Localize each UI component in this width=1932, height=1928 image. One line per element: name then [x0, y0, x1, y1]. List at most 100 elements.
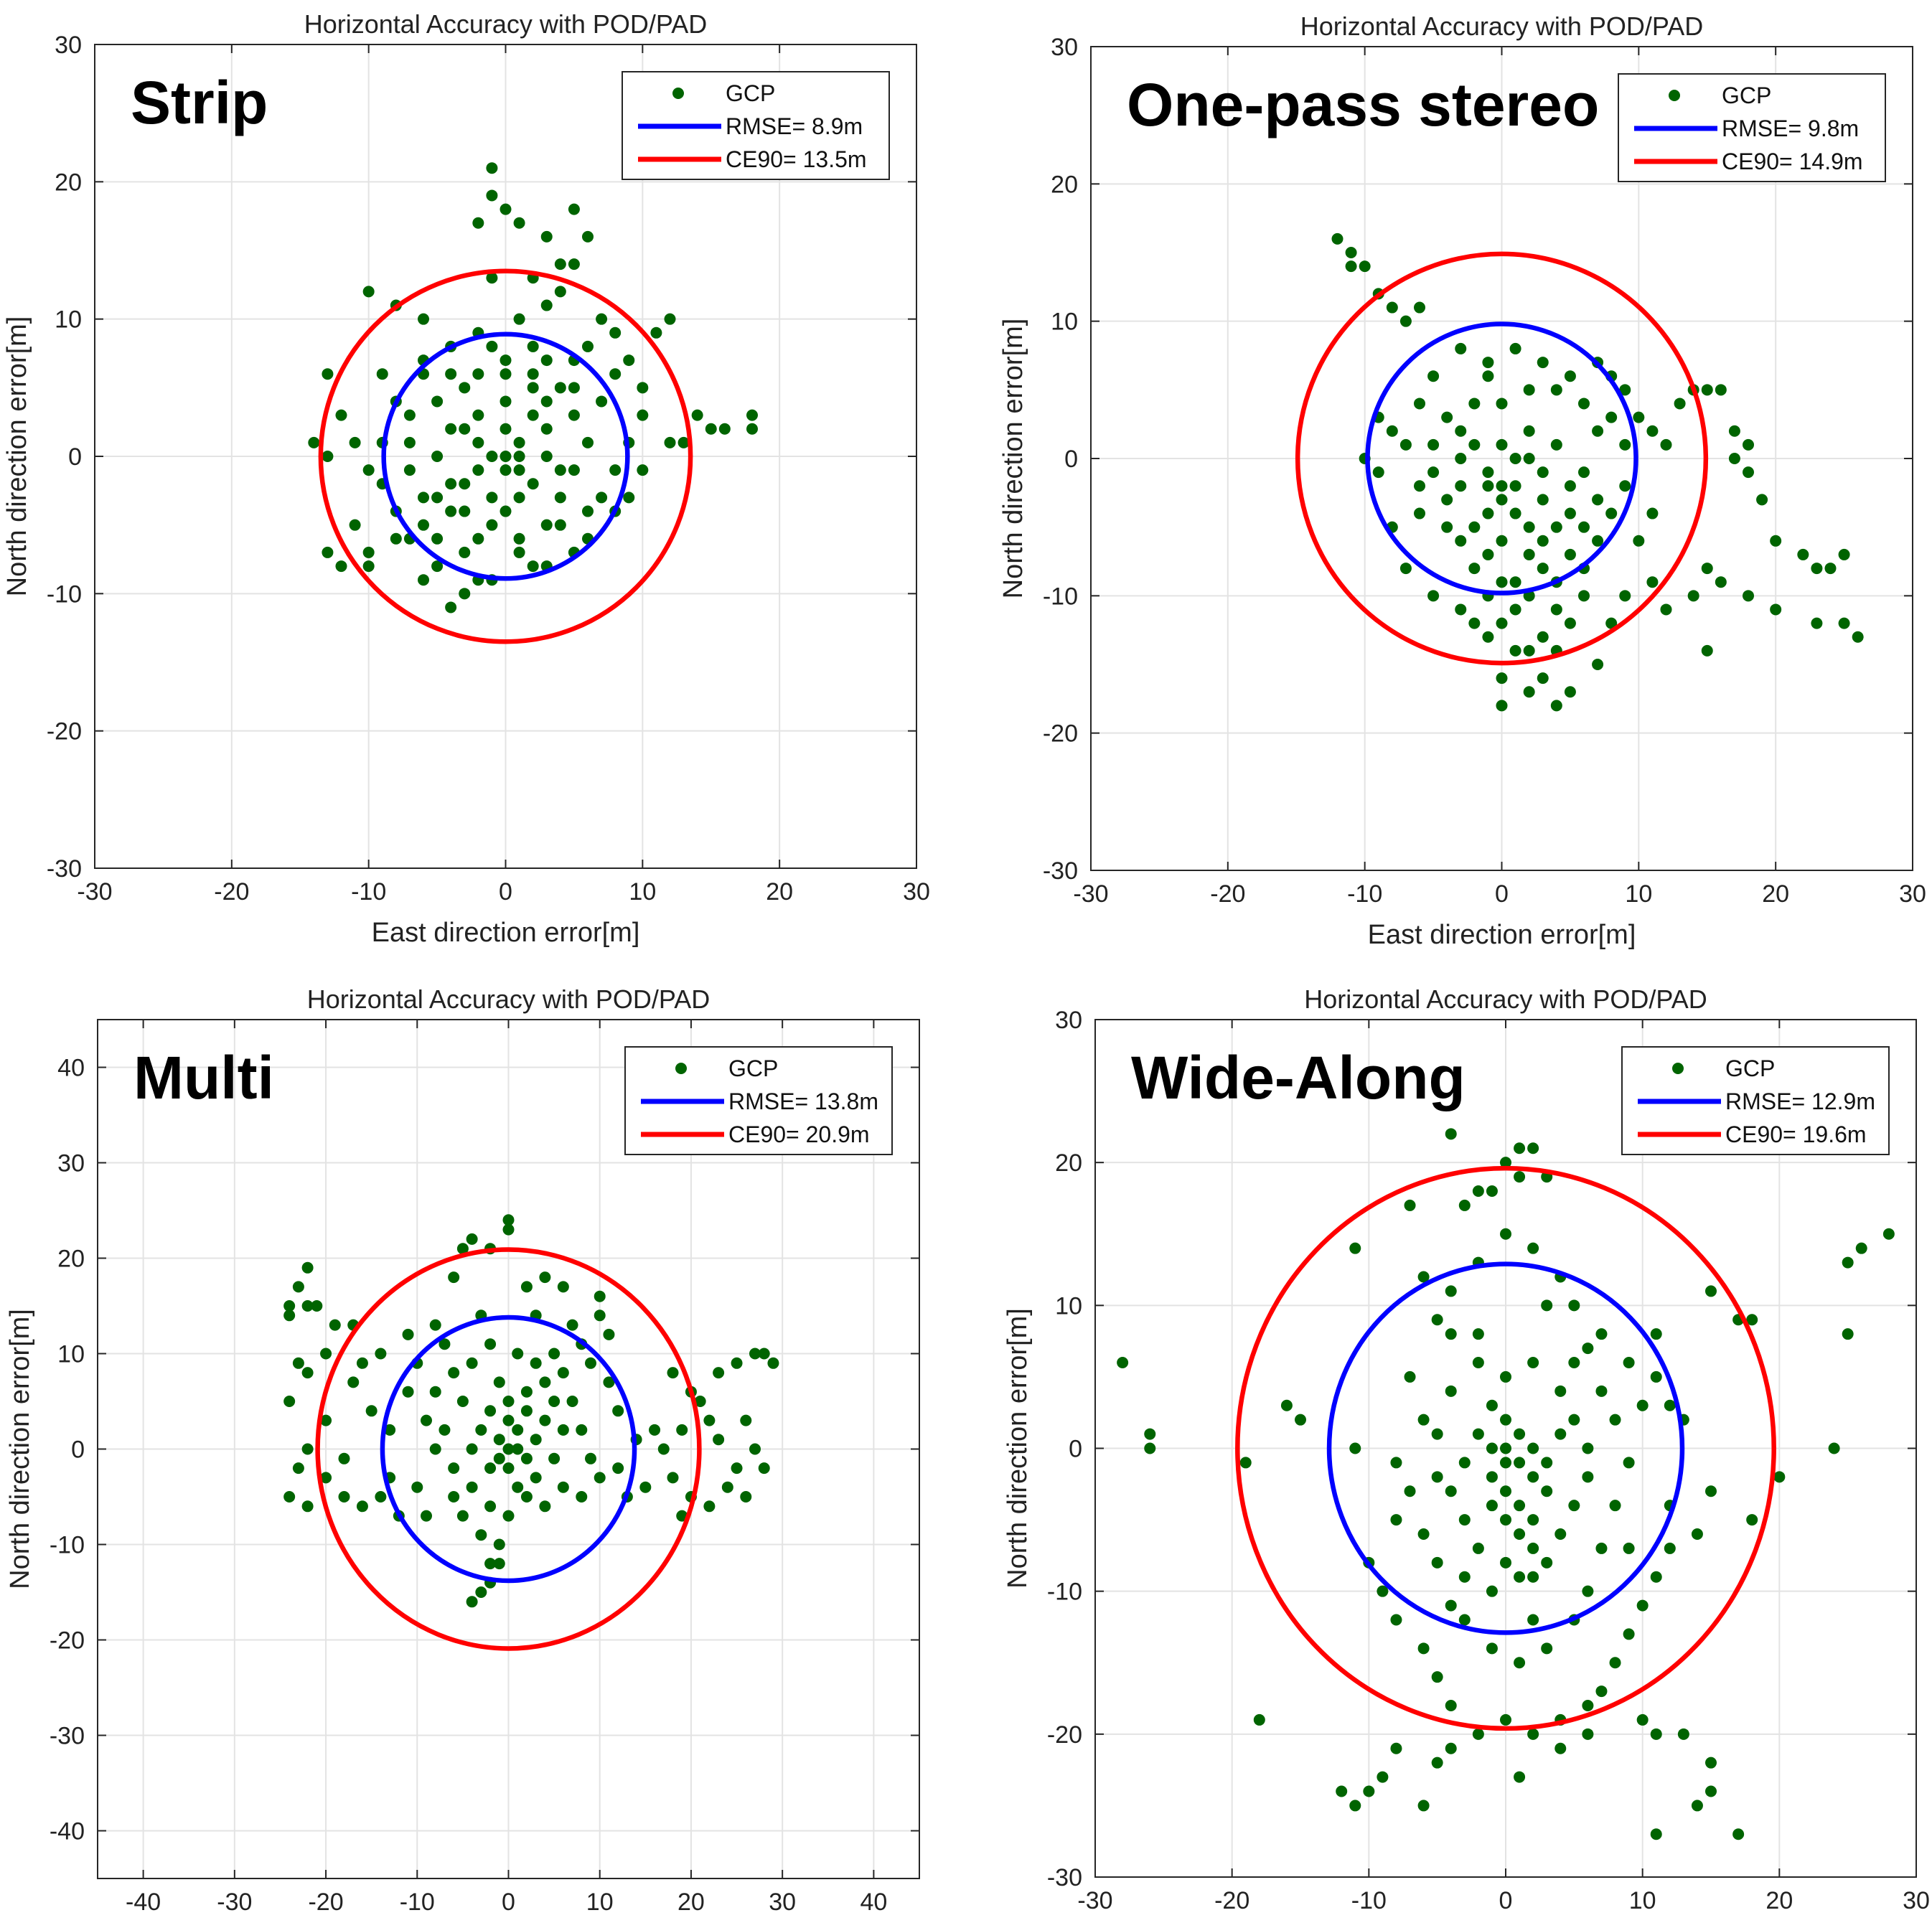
gcp-point	[1431, 1671, 1443, 1683]
legend-marker-gcp	[1669, 90, 1680, 101]
gcp-point	[554, 286, 566, 298]
gcp-point	[1554, 1742, 1567, 1754]
gcp-point	[1728, 425, 1740, 437]
gcp-point	[594, 1309, 606, 1322]
gcp-point	[1377, 1585, 1389, 1597]
gcp-point	[530, 1357, 542, 1369]
gcp-point	[596, 395, 608, 408]
gcp-point	[749, 1348, 761, 1360]
gcp-point	[1537, 563, 1549, 575]
gcp-point	[705, 423, 717, 435]
gcp-point	[657, 1443, 670, 1455]
y-tick-label: -20	[1047, 1721, 1082, 1749]
gcp-point	[1578, 398, 1590, 410]
y-tick-label: 20	[1051, 171, 1078, 198]
gcp-point	[356, 1500, 368, 1513]
gcp-point	[1414, 507, 1425, 519]
gcp-point	[623, 492, 635, 504]
gcp-point	[1468, 438, 1481, 451]
y-tick-label: 0	[71, 1436, 85, 1464]
gcp-point	[1514, 1500, 1526, 1512]
chart-title: Horizontal Accuracy with POD/PAD	[307, 984, 711, 1014]
gcp-point	[1595, 1385, 1608, 1397]
gcp-point	[568, 464, 580, 476]
gcp-point	[320, 1348, 332, 1360]
gcp-point	[292, 1357, 304, 1369]
gcp-point	[540, 451, 553, 462]
gcp-point	[1482, 631, 1494, 643]
gcp-point	[1399, 315, 1412, 327]
legend-label: RMSE= 9.8m	[1722, 116, 1859, 141]
rmse-circle	[380, 1315, 637, 1584]
chart-title: Horizontal Accuracy with POD/PAD	[304, 9, 708, 39]
y-tick-label: 20	[57, 1246, 85, 1273]
gcp-point	[283, 1491, 296, 1503]
gcp-point	[1746, 1314, 1758, 1326]
y-tick-label: 30	[55, 32, 82, 59]
gcp-point	[429, 1443, 441, 1455]
y-tick-label: 10	[57, 1341, 85, 1368]
gcp-point	[466, 1357, 478, 1369]
gcp-point	[448, 1462, 460, 1475]
gcp-point	[520, 1452, 533, 1464]
gcp-point	[740, 1491, 752, 1503]
gcp-point	[1550, 700, 1562, 712]
gcp-point	[472, 409, 484, 421]
gcp-point	[1636, 1399, 1649, 1411]
panel-label: Wide-Along	[1131, 1044, 1466, 1111]
gcp-point	[1527, 1142, 1539, 1155]
gcp-point	[513, 492, 525, 504]
x-tick-label: -30	[1073, 880, 1108, 908]
gcp-point	[557, 1367, 569, 1379]
gcp-point	[484, 1338, 497, 1350]
y-tick-label: -10	[1047, 1579, 1082, 1606]
gcp-point	[568, 409, 580, 421]
gcp-point	[1486, 1585, 1498, 1597]
gcp-point	[1455, 425, 1467, 437]
y-tick-label: 20	[55, 169, 82, 196]
gcp-point	[445, 601, 457, 613]
gcp-point	[1500, 1556, 1511, 1569]
gcp-point	[1468, 617, 1481, 629]
gcp-point	[456, 1510, 469, 1522]
gcp-point	[338, 1491, 350, 1503]
gcp-point	[1664, 1542, 1676, 1554]
gcp-point	[694, 1396, 706, 1407]
gcp-point	[500, 451, 512, 462]
gcp-point	[566, 1319, 578, 1331]
gcp-point	[1636, 1713, 1649, 1726]
gcp-point	[1743, 590, 1754, 602]
gcp-point	[513, 451, 525, 462]
gcp-point	[1445, 1328, 1457, 1340]
gcp-point	[1660, 438, 1672, 451]
gcp-point	[1486, 1500, 1498, 1512]
y-tick-label: 40	[57, 1055, 85, 1082]
legend-label: GCP	[1722, 83, 1771, 108]
gcp-point	[1500, 1370, 1511, 1383]
gcp-point	[1687, 590, 1699, 602]
gcp-point	[568, 258, 580, 271]
gcp-point	[1349, 1242, 1361, 1254]
gcp-point	[512, 1443, 524, 1455]
legend: GCP RMSE= 13.8m CE90= 20.9m	[624, 1046, 893, 1155]
gcp-point	[1417, 1800, 1430, 1812]
gcp-point	[329, 1319, 341, 1331]
gcp-point	[475, 1424, 487, 1436]
gcp-point	[1431, 1757, 1443, 1769]
gcp-point	[1468, 398, 1481, 410]
legend-label: RMSE= 12.9m	[1725, 1088, 1875, 1114]
gcp-point	[1537, 466, 1549, 479]
gcp-point	[1650, 1728, 1662, 1740]
gcp-point	[1842, 1328, 1854, 1340]
gcp-point	[520, 1386, 533, 1398]
gcp-point	[1500, 1514, 1511, 1526]
gcp-point	[1486, 1442, 1498, 1454]
gcp-point	[1404, 1199, 1416, 1211]
gcp-point	[1527, 1542, 1539, 1554]
y-tick-label: -20	[1043, 720, 1078, 748]
gcp-point	[484, 1500, 497, 1513]
gcp-point	[740, 1414, 752, 1426]
gcp-point	[512, 1481, 524, 1493]
gcp-point	[1701, 563, 1713, 575]
gcp-point	[1482, 370, 1494, 382]
